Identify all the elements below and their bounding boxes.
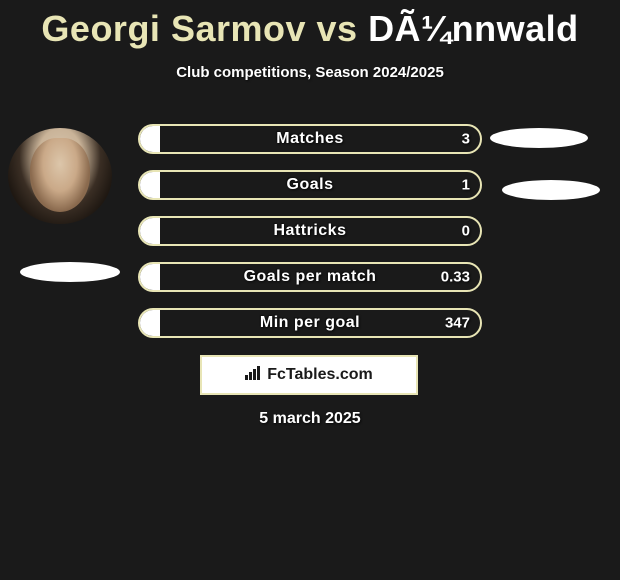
player1-name-pill: [20, 262, 120, 282]
footer-date: 5 march 2025: [0, 410, 620, 428]
player2-pill-2: [502, 180, 600, 200]
brand-box: FcTables.com: [200, 355, 418, 395]
stat-value-left: 0: [462, 223, 470, 240]
player1-name: Georgi Sarmov: [41, 8, 306, 49]
stat-value-left: 0.33: [441, 269, 470, 286]
stat-label: Hattricks: [140, 222, 480, 240]
stat-row: Hattricks0: [138, 216, 482, 246]
stats-container: Matches3Goals1Hattricks0Goals per match0…: [138, 124, 482, 354]
comparison-title: Georgi Sarmov vs DÃ¼nnwald: [0, 0, 620, 50]
stat-value-left: 3: [462, 131, 470, 148]
stat-value-left: 1: [462, 177, 470, 194]
bar-chart-icon: [245, 366, 267, 385]
stat-value-left: 347: [445, 315, 470, 332]
stat-label: Goals: [140, 176, 480, 194]
stat-label: Min per goal: [140, 314, 480, 332]
brand-text: FcTables.com: [267, 366, 373, 384]
player2-name: DÃ¼nnwald: [368, 8, 579, 49]
stat-row: Goals1: [138, 170, 482, 200]
vs-text: vs: [306, 8, 368, 49]
stat-row: Goals per match0.33: [138, 262, 482, 292]
stat-row: Min per goal347: [138, 308, 482, 338]
player2-pill-1: [490, 128, 588, 148]
stat-label: Goals per match: [140, 268, 480, 286]
subtitle: Club competitions, Season 2024/2025: [0, 64, 620, 81]
stat-label: Matches: [140, 130, 480, 148]
stat-row: Matches3: [138, 124, 482, 154]
player1-avatar: [8, 128, 112, 224]
